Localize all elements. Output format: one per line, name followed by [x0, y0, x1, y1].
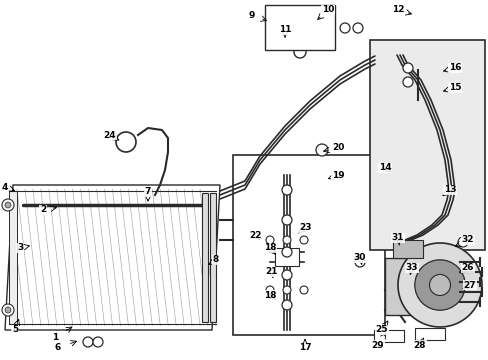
Circle shape [282, 300, 291, 310]
Circle shape [5, 202, 11, 208]
Text: 12: 12 [391, 5, 404, 14]
Text: 10: 10 [321, 5, 333, 14]
Text: 15: 15 [448, 84, 460, 93]
Text: 16: 16 [448, 63, 460, 72]
Bar [392, 240, 422, 258]
Circle shape [83, 337, 93, 347]
Text: 31: 31 [391, 234, 404, 243]
Text: 3: 3 [17, 243, 23, 252]
Text: 20: 20 [331, 144, 344, 153]
Text: 26: 26 [461, 264, 473, 273]
Text: 33: 33 [405, 264, 417, 273]
Text: 22: 22 [248, 230, 261, 239]
Bar [209, 193, 216, 322]
Polygon shape [5, 185, 220, 330]
Text: 17: 17 [298, 343, 311, 352]
Text: 27: 27 [463, 280, 475, 289]
Bar [414, 328, 444, 340]
Circle shape [2, 304, 14, 316]
Text: 14: 14 [378, 163, 390, 172]
Circle shape [299, 286, 307, 294]
Text: 32: 32 [461, 235, 473, 244]
Circle shape [339, 23, 349, 33]
Text: 5: 5 [12, 325, 18, 334]
Text: 11: 11 [278, 26, 291, 35]
Bar [264, 5, 334, 50]
Text: 13: 13 [443, 185, 455, 194]
Text: 18: 18 [263, 243, 276, 252]
Circle shape [352, 23, 362, 33]
Text: 25: 25 [375, 325, 387, 334]
Text: 9: 9 [248, 10, 255, 19]
Text: 30: 30 [353, 253, 366, 262]
Circle shape [457, 237, 467, 247]
Circle shape [265, 286, 273, 294]
Circle shape [428, 274, 449, 296]
Circle shape [265, 236, 273, 244]
Bar [373, 330, 403, 342]
Circle shape [402, 63, 412, 73]
Text: 29: 29 [371, 341, 384, 350]
Text: 21: 21 [265, 267, 278, 276]
Circle shape [116, 132, 136, 152]
Bar [232, 155, 384, 335]
Text: 7: 7 [144, 188, 151, 197]
Text: 18: 18 [263, 291, 276, 300]
Circle shape [397, 243, 481, 327]
Circle shape [282, 247, 291, 257]
Bar [384, 258, 459, 315]
Circle shape [299, 236, 307, 244]
Circle shape [414, 260, 464, 310]
Text: 19: 19 [331, 171, 344, 180]
Circle shape [402, 77, 412, 87]
Circle shape [93, 337, 103, 347]
Text: 2: 2 [40, 206, 46, 215]
Text: 24: 24 [103, 130, 116, 139]
Circle shape [293, 46, 305, 58]
Circle shape [5, 307, 11, 313]
Circle shape [282, 215, 291, 225]
Text: 8: 8 [212, 256, 219, 265]
Circle shape [282, 270, 291, 280]
Circle shape [282, 185, 291, 195]
Circle shape [315, 144, 327, 156]
Text: 6: 6 [55, 343, 61, 352]
Circle shape [283, 236, 290, 244]
Text: 23: 23 [298, 224, 311, 233]
Bar [202, 193, 207, 322]
Text: 28: 28 [413, 341, 426, 350]
Text: 1: 1 [52, 333, 58, 342]
Circle shape [283, 286, 290, 294]
Bar [369, 40, 484, 250]
Bar [274, 248, 298, 266]
Text: 4: 4 [2, 183, 8, 192]
Bar [9, 191, 17, 324]
Circle shape [354, 257, 364, 267]
Circle shape [2, 199, 14, 211]
